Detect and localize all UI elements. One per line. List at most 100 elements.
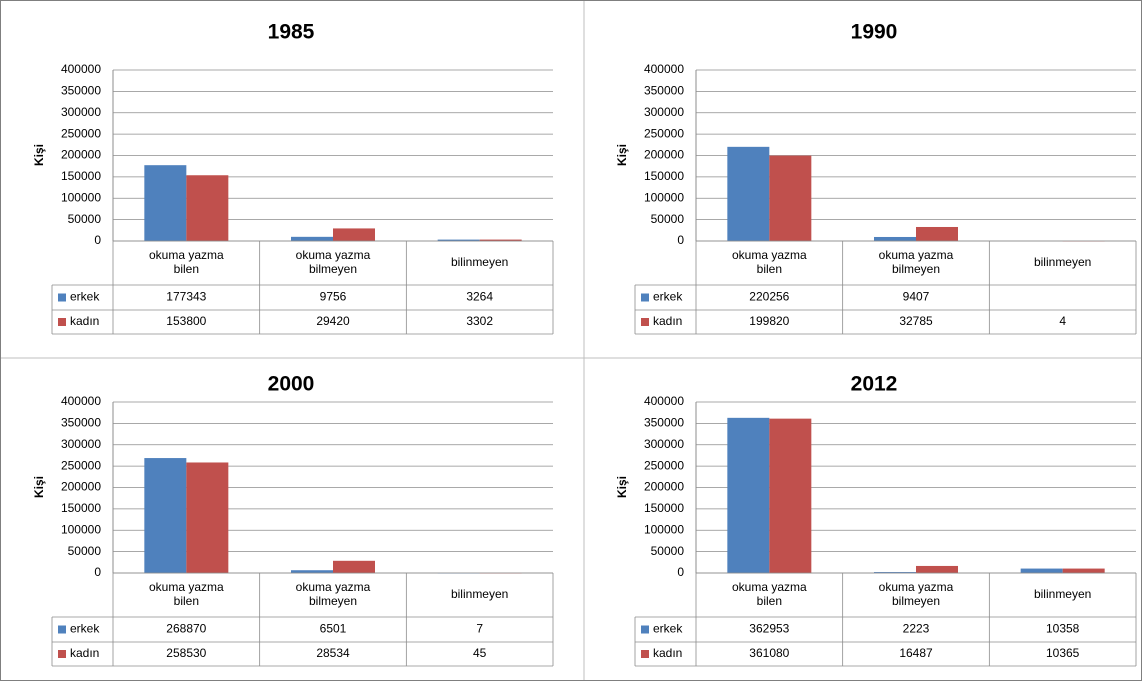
category-label: okuma yazma bilmeyen: [879, 580, 954, 608]
bar: [333, 228, 375, 241]
category-label: okuma yazma bilen: [732, 580, 807, 608]
category-label: bilinmeyen: [1034, 255, 1091, 269]
table-value: 2223: [903, 622, 930, 636]
chart-panel: 2012 Kişi 0 50000 100000 150000 200000 250000 30…: [615, 373, 1137, 667]
y-tick-label: 350000: [644, 84, 684, 98]
y-tick-label: 100000: [644, 190, 684, 204]
y-tick-label: 0: [677, 565, 684, 579]
bar: [144, 458, 187, 573]
legend-label: kadın: [653, 646, 682, 660]
y-tick-label: 400000: [644, 62, 684, 76]
bar: [916, 226, 958, 241]
y-tick-label: 400000: [61, 394, 101, 408]
table-value: 177343: [166, 290, 206, 304]
bar: [186, 175, 229, 241]
table-value: 7: [476, 622, 483, 636]
table-value: 9756: [320, 290, 347, 304]
bar: [874, 572, 916, 573]
table-value: 3302: [466, 314, 493, 328]
bar: [874, 236, 916, 241]
y-tick-label: 50000: [651, 544, 685, 558]
y-tick-label: 250000: [644, 458, 684, 472]
chart-title: 1985: [268, 21, 315, 44]
table-value: 153800: [166, 314, 206, 328]
category-label: okuma yazma bilmeyen: [296, 580, 371, 608]
legend-swatch: [58, 650, 66, 658]
table-value: 361080: [749, 646, 789, 660]
category-label: bilinmeyen: [1034, 587, 1091, 601]
y-tick-label: 400000: [61, 62, 101, 76]
y-tick-label: 300000: [61, 437, 101, 451]
bar: [727, 417, 770, 573]
bar: [769, 155, 812, 241]
legend-label: kadın: [653, 314, 682, 328]
chart-panel: 1985 Kişi 0 50000 100000 150000 200000 250000 30…: [32, 21, 554, 335]
legend-swatch: [58, 293, 66, 302]
legend-label: erkek: [70, 622, 100, 636]
table-value: 6501: [320, 622, 347, 636]
legend-label: erkek: [70, 290, 100, 304]
y-axis-label: Kişi: [32, 144, 46, 166]
legend-swatch: [641, 650, 649, 658]
bar: [1020, 568, 1063, 573]
table-value: 9407: [903, 290, 930, 304]
y-tick-label: 250000: [644, 126, 684, 140]
bar: [144, 165, 187, 241]
y-tick-label: 150000: [644, 169, 684, 183]
y-tick-label: 250000: [61, 126, 101, 140]
legend-swatch: [58, 318, 66, 326]
chart-panel: 1990 Kişi 0 50000 100000 150000 200000 250000 30…: [615, 21, 1137, 335]
chart-panel: 2000 Kişi 0 50000 100000 150000 200000 250000 30…: [32, 373, 554, 667]
y-tick-label: 300000: [644, 105, 684, 119]
y-axis-label: Kişi: [615, 144, 629, 166]
legend-label: erkek: [653, 290, 683, 304]
bar: [479, 239, 522, 241]
legend-swatch: [641, 318, 649, 326]
y-tick-label: 150000: [644, 501, 684, 515]
y-tick-label: 0: [677, 233, 684, 247]
table-value: 32785: [899, 314, 933, 328]
bar: [291, 236, 333, 241]
y-axis-label: Kişi: [615, 476, 629, 498]
category-label: bilinmeyen: [451, 255, 508, 269]
bar: [727, 146, 770, 241]
bar: [437, 239, 480, 241]
y-tick-label: 400000: [644, 394, 684, 408]
y-tick-label: 100000: [61, 522, 101, 536]
y-tick-label: 200000: [61, 480, 101, 494]
table-value: 4: [1059, 314, 1066, 328]
table-value: 258530: [166, 646, 206, 660]
y-tick-label: 250000: [61, 458, 101, 472]
table-value: 29420: [316, 314, 350, 328]
category-label: okuma yazma bilmeyen: [879, 248, 954, 276]
legend-label: erkek: [653, 622, 683, 636]
category-label: okuma yazma bilen: [149, 248, 224, 276]
bar: [333, 560, 375, 573]
table-value: 268870: [166, 622, 206, 636]
category-label: okuma yazma bilmeyen: [296, 248, 371, 276]
table-value: 10358: [1046, 622, 1080, 636]
y-tick-label: 350000: [61, 416, 101, 430]
legend-swatch: [641, 625, 649, 634]
legend-label: kadın: [70, 314, 99, 328]
table-value: 16487: [899, 646, 933, 660]
category-label: okuma yazma bilen: [149, 580, 224, 608]
y-tick-label: 100000: [644, 522, 684, 536]
y-tick-label: 0: [94, 565, 101, 579]
table-value: 45: [473, 646, 487, 660]
y-tick-label: 0: [94, 233, 101, 247]
y-tick-label: 350000: [61, 84, 101, 98]
bar: [769, 418, 812, 573]
table-value: 362953: [749, 622, 789, 636]
chart-title: 2000: [268, 373, 315, 396]
chart-title: 2012: [851, 373, 898, 396]
table-value: 3264: [466, 290, 493, 304]
bar: [291, 570, 333, 573]
table-value: 28534: [316, 646, 350, 660]
y-tick-label: 150000: [61, 169, 101, 183]
y-tick-label: 200000: [61, 148, 101, 162]
y-tick-label: 50000: [651, 212, 685, 226]
y-tick-label: 150000: [61, 501, 101, 515]
table-value: 10365: [1046, 646, 1080, 660]
